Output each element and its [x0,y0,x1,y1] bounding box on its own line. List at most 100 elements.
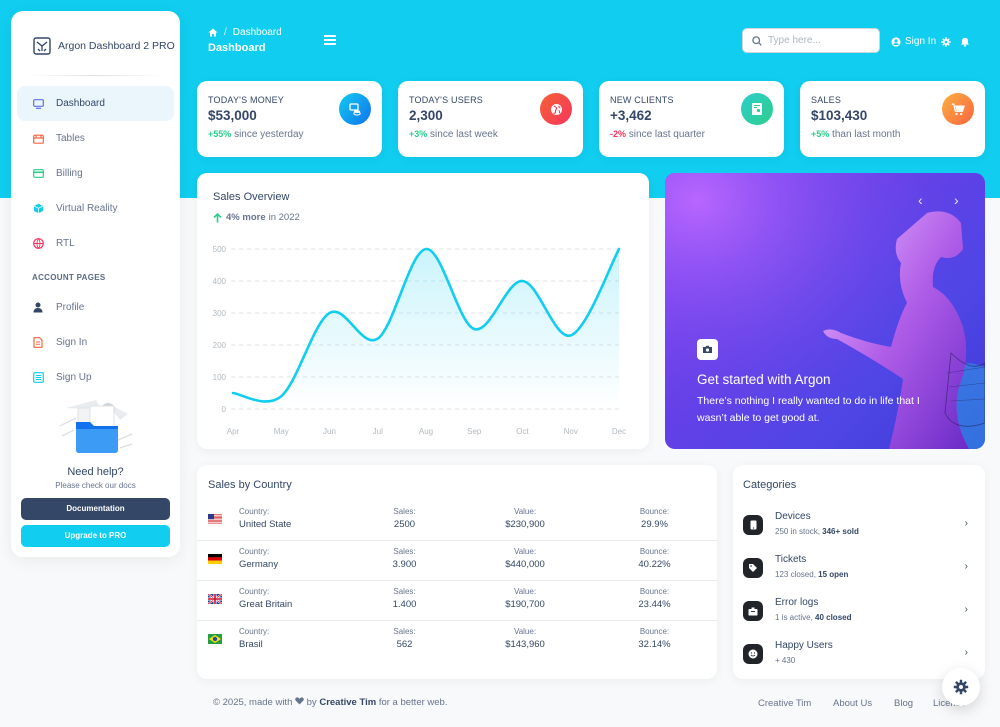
bounce-cell: Bounce: 23.44% [627,587,682,610]
brand-name: Argon Dashboard 2 PRO [58,39,175,52]
us-flag-icon [208,514,222,524]
smile-icon [743,644,763,664]
box-icon [743,601,763,621]
cell-value: Brasil [239,639,263,650]
stat-footer: +3% since last week [409,129,583,140]
vr-figure-illustration [665,173,985,449]
sidebar-item-label: Dashboard [56,98,105,109]
carousel-title: Get started with Argon [697,372,831,387]
cube-icon [32,203,44,215]
account-pages-heading: ACCOUNT PAGES [32,273,106,282]
sidebar-item-sign-in[interactable]: Sign In [17,325,174,360]
stat-card-clients: NEW CLIENTS +3,462 -2% since last quarte… [599,81,784,157]
stat-change: +3% [409,129,428,139]
sidebar-item-profile[interactable]: Profile [17,290,174,325]
cell-value: 562 [396,639,413,650]
footer-link-license[interactable]: License [933,698,966,709]
cell-value: 23.44% [638,599,671,610]
gear-icon [953,679,969,695]
stat-change: +5% [811,129,830,139]
chevron-right-icon[interactable]: › [964,518,968,529]
chevron-right-icon[interactable]: › [964,561,968,572]
stat-card-users: TODAY'S USERS 2,300 +3% since last week [398,81,583,157]
user-icon [32,302,44,314]
breadcrumb: / Dashboard [208,27,282,38]
stat-note: since last quarter [628,129,705,140]
cell-value: 2500 [393,519,416,530]
gear-icon[interactable] [941,37,951,47]
money-coins-icon [339,93,371,125]
bell-icon[interactable] [960,37,970,47]
help-card: Need help? Please check our docs Documen… [11,396,180,547]
sales-overview-card: Sales Overview 4% more in 2022 0 100 200 30… [197,173,649,449]
chevron-right-icon[interactable]: › [964,647,968,658]
category-item-tickets[interactable]: Tickets 123 closed, 15 open › [743,551,973,591]
carousel-next-icon[interactable]: › [954,192,959,208]
sign-in-link[interactable]: Sign In [891,36,936,47]
de-flag-icon [208,554,222,564]
tag-icon [743,558,763,578]
sidebar-item-label: RTL [56,238,75,249]
x-tick-label: Oct [516,427,529,436]
category-item-happy-users[interactable]: Happy Users + 430 › [743,637,973,677]
footer-link-creative-tim[interactable]: Creative Tim [758,698,812,709]
footer-link-blog[interactable]: Blog [894,698,914,709]
y-tick-label: 500 [213,245,227,254]
category-desc-text: 1 is active, [775,613,816,622]
carousel-prev-icon[interactable]: ‹ [918,192,923,208]
upgrade-to-pro-button[interactable]: Upgrade to PRO [21,525,170,547]
cell-label: Country: [239,547,270,556]
category-desc-text: + 430 [775,656,796,665]
stat-value: $103,430 [811,108,868,123]
sidebar-item-dashboard[interactable]: Dashboard [17,86,174,121]
sidebar-item-sign-up[interactable]: Sign Up [17,360,174,395]
breadcrumb-separator: / [224,27,227,38]
cell-label: Country: [239,587,270,596]
settings-fab-button[interactable] [942,668,980,706]
stat-value: +3,462 [610,108,652,123]
footer-link-about-us[interactable]: About Us [833,698,873,709]
x-tick-label: May [274,427,289,436]
page-title: Dashboard [208,42,266,54]
documentation-button[interactable]: Documentation [21,498,170,520]
carousel[interactable]: ‹ › Get started with Argon There’s nothi… [665,173,985,449]
heart-icon [295,697,304,705]
sidebar-item-rtl[interactable]: RTL [17,226,174,261]
card-title: Categories [743,479,797,491]
cell-value: Great Britain [239,599,293,610]
sidebar-item-tables[interactable]: Tables [17,121,174,156]
stat-label: NEW CLIENTS [610,95,674,105]
brand[interactable]: Argon Dashboard 2 PRO [11,11,180,63]
sidebar-item-label: Tables [56,133,85,144]
logo-icon [33,36,51,55]
hamburger-menu-icon[interactable] [324,35,336,45]
x-tick-label: Sep [467,427,482,436]
sign-in-label: Sign In [905,36,937,47]
country-cell: Country: Great Britain [239,587,292,610]
cell-label: Value: [513,547,537,556]
chart-change: 4% more [226,212,266,223]
copyright-by: by [306,697,317,708]
category-desc-bold: 15 open [818,570,849,579]
chevron-right-icon[interactable]: › [964,604,968,615]
category-item-devices[interactable]: Devices 250 in stock, 346+ sold › [743,508,973,548]
cell-label: Value: [513,507,537,516]
category-name: Devices [775,511,811,522]
category-item-error-logs[interactable]: Error logs 1 is active, 40 closed › [743,594,973,634]
cell-label: Sales: [393,627,416,636]
globe-icon [32,238,44,250]
author-link[interactable]: Creative Tim [319,697,377,708]
stat-value: $53,000 [208,108,257,123]
bounce-cell: Bounce: 32.14% [627,627,682,650]
credit-card-icon [32,168,44,180]
sidebar-item-billing[interactable]: Billing [17,156,174,191]
sidebar-item-virtual-reality[interactable]: Virtual Reality [17,191,174,226]
table-row: Country: Great Britain Sales: 1.400 Value:… [197,581,717,621]
stat-footer: +55% since yesterday [208,129,382,140]
stat-value: 2,300 [409,108,443,123]
home-icon[interactable] [208,28,218,37]
search-input[interactable] [768,35,868,46]
cell-value: $230,900 [505,519,545,530]
user-circle-icon [891,36,901,47]
bounce-cell: Bounce: 29.9% [627,507,682,530]
